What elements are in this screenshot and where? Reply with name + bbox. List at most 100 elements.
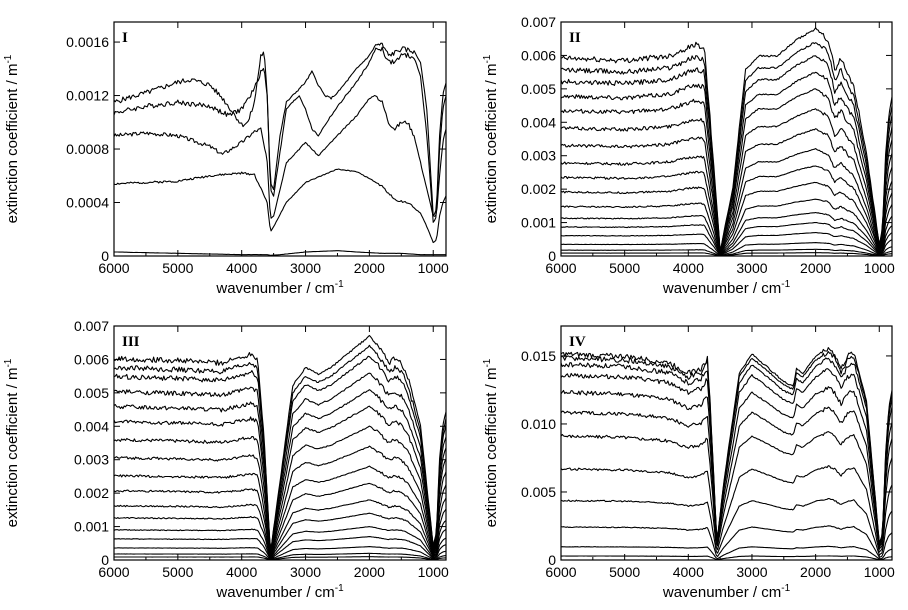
series-line	[114, 536, 446, 560]
y-tick-label: 0.005	[74, 385, 109, 401]
y-tick-label: 0.006	[521, 47, 556, 63]
series-line	[114, 482, 446, 557]
series-line	[561, 525, 892, 558]
panel-4: 6000 5000 4000 3000 2000 1000 0 0.005 0.010 0.015…	[482, 325, 895, 601]
series-line	[114, 168, 446, 244]
x-tick-label: 2000	[800, 564, 831, 580]
series-line	[114, 465, 446, 556]
series-line	[114, 546, 446, 560]
series-line	[561, 88, 892, 254]
series-line	[561, 497, 892, 556]
y-tick-label: 0.007	[521, 14, 556, 30]
y-tick-label: 0	[101, 552, 109, 568]
series-line	[114, 556, 446, 560]
y-axis-title: extinction coefficient / m-1	[3, 358, 21, 527]
x-tick-label: 5000	[609, 564, 640, 580]
x-tick-label: 4000	[226, 260, 257, 276]
x-tick-label: 4000	[673, 260, 704, 276]
series-line	[114, 372, 446, 551]
series-line	[561, 108, 892, 255]
y-axis-title: extinction coefficient / m-1	[3, 54, 21, 223]
series-line	[561, 148, 892, 255]
y-tick-label: 0.007	[74, 318, 109, 334]
y-tick-label: 0.001	[521, 215, 556, 231]
series-line	[561, 128, 892, 255]
series-line	[114, 526, 446, 559]
series-line	[561, 181, 892, 256]
series-line	[561, 545, 892, 560]
y-tick-label: 0.0012	[66, 88, 109, 104]
series-line	[561, 465, 892, 553]
y-tick-label: 0	[548, 552, 556, 568]
y-tick-label: 0.0008	[66, 141, 109, 157]
x-tick-label: 1000	[418, 564, 449, 580]
series-line	[561, 347, 892, 544]
series-line	[561, 231, 892, 256]
series-line	[561, 71, 892, 254]
x-tick-label: 6000	[98, 564, 129, 580]
x-tick-label: 6000	[545, 564, 576, 580]
y-tick-label: 0.004	[74, 418, 109, 434]
x-axis-title: wavenumber / cm-1	[215, 583, 344, 601]
x-axis-title: wavenumber / cm-1	[215, 279, 344, 297]
y-axis-title: extinction coefficient / m-1	[482, 358, 500, 527]
panel-label: I	[122, 30, 128, 46]
y-tick-label: 0.010	[521, 416, 556, 432]
x-tick-label: 1000	[418, 260, 449, 276]
series-line	[114, 42, 446, 217]
series-line	[561, 252, 892, 256]
x-tick-label: 2000	[354, 260, 385, 276]
x-tick-label: 1000	[864, 260, 895, 276]
series-line	[561, 165, 892, 255]
plot-frame	[113, 21, 447, 257]
series-line	[561, 431, 892, 550]
series-line	[114, 94, 446, 219]
series-line	[561, 198, 892, 256]
series-line	[114, 512, 446, 559]
series-line	[561, 42, 892, 254]
x-axis-title: wavenumber / cm-1	[662, 583, 791, 601]
x-tick-label: 3000	[736, 260, 767, 276]
y-tick-label: 0.002	[521, 181, 556, 197]
x-tick-label: 3000	[290, 260, 321, 276]
y-tick-label: 0.0016	[66, 34, 109, 50]
y-tick-label: 0.004	[521, 114, 556, 130]
series-line	[114, 250, 446, 256]
series-line	[561, 386, 892, 547]
y-tick-label: 0	[101, 248, 109, 264]
y-tick-label: 0.003	[74, 452, 109, 468]
panel-2: 6000 5000 4000 3000 2000 1000 0 0.001 0.002 0.003…	[482, 14, 895, 297]
series-line	[114, 405, 446, 553]
series-line	[561, 27, 892, 252]
x-tick-label: 5000	[162, 564, 193, 580]
series-line	[561, 248, 892, 256]
series-line	[561, 368, 892, 545]
x-tick-label: 4000	[226, 564, 257, 580]
x-tick-label: 5000	[162, 260, 193, 276]
x-tick-label: 2000	[800, 260, 831, 276]
series-line	[114, 499, 446, 558]
y-tick-label: 0.006	[74, 351, 109, 367]
y-tick-label: 0	[548, 248, 556, 264]
y-axis-title: extinction coefficient / m-1	[482, 54, 500, 223]
panel-label: III	[122, 334, 140, 350]
x-tick-label: 3000	[290, 564, 321, 580]
series-line	[561, 351, 892, 544]
series-line	[114, 425, 446, 554]
series-line	[561, 406, 892, 548]
series-line	[114, 46, 446, 223]
series-line	[114, 389, 446, 552]
series-line	[114, 334, 446, 550]
x-axis-title: wavenumber / cm-1	[662, 279, 791, 297]
y-tick-label: 0.003	[521, 148, 556, 164]
x-tick-label: 2000	[354, 564, 385, 580]
y-tick-label: 0.001	[74, 519, 109, 535]
panel-label: II	[569, 30, 581, 46]
panel-label: IV	[569, 334, 586, 350]
x-tick-label: 6000	[545, 260, 576, 276]
panel-1: 6000 5000 4000 3000 2000 1000 0 0.0004 0.0008 0.0…	[3, 21, 449, 297]
y-tick-label: 0.0004	[66, 195, 109, 211]
plot-frame	[113, 325, 447, 561]
y-tick-label: 0.002	[74, 485, 109, 501]
